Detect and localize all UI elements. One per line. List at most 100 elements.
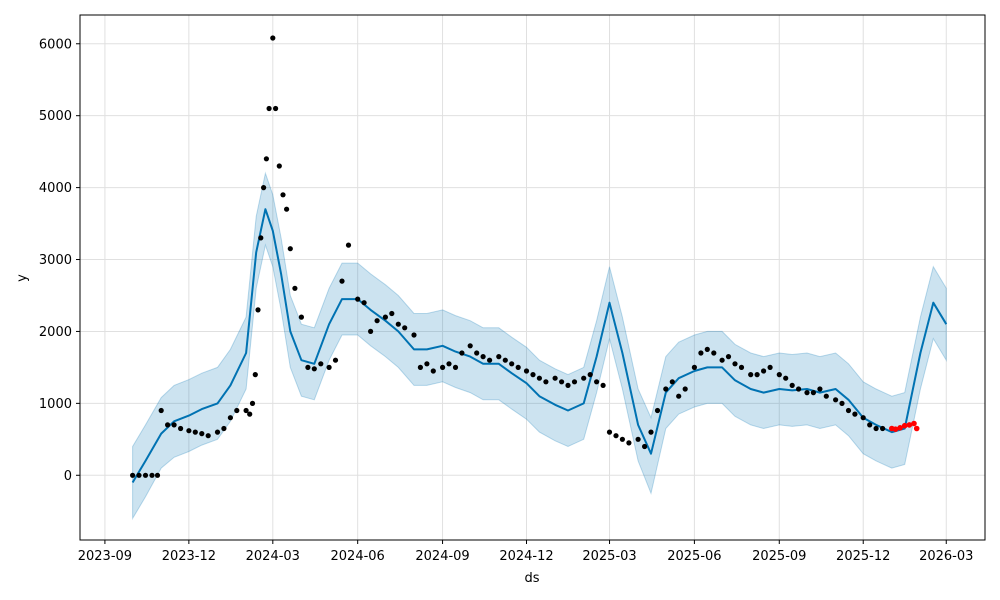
observed-point	[165, 422, 171, 428]
observed-point	[417, 364, 423, 370]
observed-point	[402, 325, 408, 331]
observed-point	[287, 246, 293, 252]
observed-point	[142, 472, 149, 478]
observed-point	[298, 314, 304, 320]
observed-point	[725, 354, 732, 360]
observed-point	[654, 407, 661, 414]
observed-point	[345, 242, 352, 248]
highlighted-points	[889, 420, 920, 433]
observed-point	[395, 321, 401, 327]
x-tick-label: 2024-12	[499, 549, 553, 564]
observed-point	[243, 407, 249, 414]
observed-point	[817, 386, 823, 392]
observed-point	[214, 429, 221, 435]
x-tick-label: 2025-06	[667, 549, 721, 564]
observed-point	[860, 415, 866, 421]
observed-point	[754, 372, 760, 378]
observed-point	[424, 361, 430, 367]
observed-point	[280, 192, 286, 198]
observed-point	[326, 364, 332, 370]
observed-point	[158, 407, 164, 414]
observed-point	[515, 364, 521, 370]
observed-point	[565, 382, 571, 388]
observed-point	[266, 105, 272, 112]
observed-point	[732, 361, 738, 367]
forecast-line-group	[131, 208, 948, 484]
observed-point	[154, 472, 161, 478]
y-tick-label: 6000	[39, 37, 72, 52]
y-tick-label: 0	[64, 469, 72, 484]
observed-point	[234, 407, 240, 414]
observed-point	[648, 429, 654, 435]
x-tick-label: 2025-09	[752, 549, 806, 564]
observed-point	[873, 425, 879, 432]
observed-point	[487, 357, 493, 363]
observed-point	[523, 368, 530, 374]
x-axis-label: ds	[524, 571, 539, 586]
observed-point	[361, 300, 367, 306]
observed-point	[559, 379, 565, 385]
observed-point	[186, 428, 192, 434]
observed-point	[276, 163, 282, 169]
x-tick-label: 2023-09	[78, 549, 132, 564]
observed-point	[411, 332, 417, 338]
observed-point	[270, 35, 276, 41]
forecast-line	[131, 208, 948, 484]
observed-point	[305, 364, 311, 370]
highlighted-point	[901, 422, 908, 429]
observed-point	[459, 350, 465, 356]
highlighted-point	[911, 420, 917, 427]
observed-point	[704, 346, 710, 352]
observed-point	[474, 350, 480, 356]
observed-point	[804, 390, 810, 396]
observed-point	[594, 379, 600, 385]
observed-point	[149, 472, 155, 478]
plot-frame	[79, 14, 986, 541]
observed-point	[845, 407, 852, 414]
observed-point	[669, 379, 675, 385]
observed-point	[719, 357, 725, 363]
y-axis-label: y	[15, 274, 30, 282]
y-axis-ticks: 0 1000 2000 3000 4000 5000 6000	[39, 37, 80, 484]
observed-point	[767, 364, 773, 370]
y-tick-label: 2000	[39, 325, 72, 340]
observed-point	[587, 372, 593, 378]
observed-point	[600, 382, 606, 388]
observed-point	[284, 206, 290, 212]
observed-point	[440, 364, 446, 370]
observed-point	[530, 372, 536, 378]
observed-point	[130, 472, 136, 478]
observed-point	[136, 472, 142, 478]
observed-point	[711, 350, 717, 356]
observed-point	[261, 185, 267, 191]
observed-point	[339, 278, 345, 284]
observed-point	[258, 235, 264, 241]
highlighted-point	[897, 425, 903, 431]
observed-points	[130, 35, 886, 478]
observed-point	[496, 354, 502, 360]
observed-point	[536, 375, 543, 381]
observed-point	[430, 368, 436, 374]
observed-point	[626, 440, 632, 446]
observed-point	[221, 425, 227, 432]
y-tick-label: 5000	[39, 109, 72, 124]
observed-point	[691, 364, 698, 370]
observed-point	[571, 379, 578, 385]
observed-point	[635, 436, 641, 442]
x-tick-label: 2023-12	[162, 549, 216, 564]
observed-point	[738, 364, 745, 370]
observed-point	[642, 443, 648, 450]
observed-point	[255, 307, 261, 313]
x-tick-label: 2025-03	[582, 549, 636, 564]
observed-point	[880, 425, 886, 432]
observed-point	[796, 386, 802, 392]
observed-point	[613, 433, 619, 439]
observed-point	[171, 422, 177, 428]
observed-point	[273, 105, 279, 112]
observed-point	[452, 364, 459, 370]
x-tick-label: 2026-03	[919, 549, 973, 564]
observed-point	[446, 361, 452, 367]
observed-point	[823, 393, 829, 399]
observed-point	[543, 379, 549, 385]
observed-point	[252, 372, 258, 378]
